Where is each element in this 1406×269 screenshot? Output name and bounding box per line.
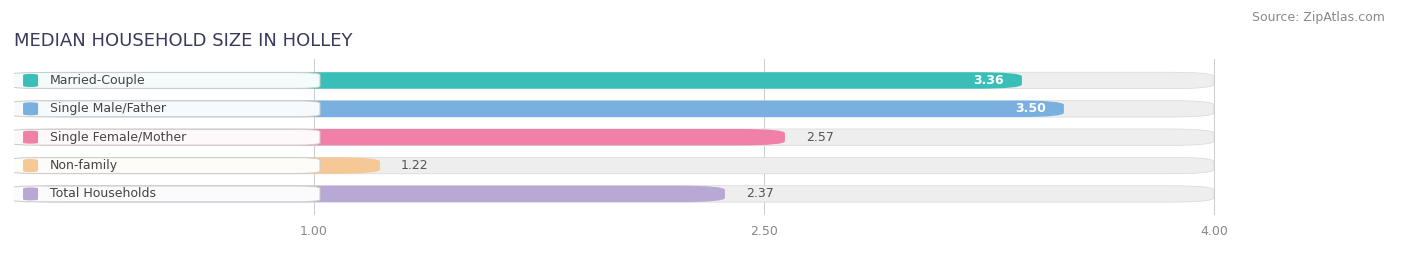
FancyBboxPatch shape xyxy=(22,159,38,172)
Text: Source: ZipAtlas.com: Source: ZipAtlas.com xyxy=(1251,11,1385,24)
FancyBboxPatch shape xyxy=(11,186,321,202)
FancyBboxPatch shape xyxy=(14,72,1213,89)
Text: 3.36: 3.36 xyxy=(973,74,1004,87)
FancyBboxPatch shape xyxy=(22,102,38,116)
Text: Married-Couple: Married-Couple xyxy=(51,74,146,87)
FancyBboxPatch shape xyxy=(11,101,321,117)
Text: 3.50: 3.50 xyxy=(1015,102,1046,115)
Text: Total Households: Total Households xyxy=(51,187,156,200)
FancyBboxPatch shape xyxy=(14,186,1213,202)
FancyBboxPatch shape xyxy=(14,129,1213,146)
FancyBboxPatch shape xyxy=(11,129,321,145)
FancyBboxPatch shape xyxy=(14,186,725,202)
FancyBboxPatch shape xyxy=(14,129,785,146)
Text: 2.37: 2.37 xyxy=(747,187,773,200)
Text: Single Male/Father: Single Male/Father xyxy=(51,102,166,115)
FancyBboxPatch shape xyxy=(14,157,380,174)
FancyBboxPatch shape xyxy=(22,74,38,87)
Text: 2.57: 2.57 xyxy=(806,131,834,144)
FancyBboxPatch shape xyxy=(22,130,38,144)
Text: MEDIAN HOUSEHOLD SIZE IN HOLLEY: MEDIAN HOUSEHOLD SIZE IN HOLLEY xyxy=(14,32,353,50)
Text: 1.22: 1.22 xyxy=(401,159,429,172)
FancyBboxPatch shape xyxy=(14,157,1213,174)
FancyBboxPatch shape xyxy=(14,72,1022,89)
FancyBboxPatch shape xyxy=(11,158,321,174)
FancyBboxPatch shape xyxy=(22,187,38,201)
FancyBboxPatch shape xyxy=(14,101,1213,117)
FancyBboxPatch shape xyxy=(14,101,1064,117)
Text: Single Female/Mother: Single Female/Mother xyxy=(51,131,187,144)
FancyBboxPatch shape xyxy=(11,73,321,89)
Text: Non-family: Non-family xyxy=(51,159,118,172)
